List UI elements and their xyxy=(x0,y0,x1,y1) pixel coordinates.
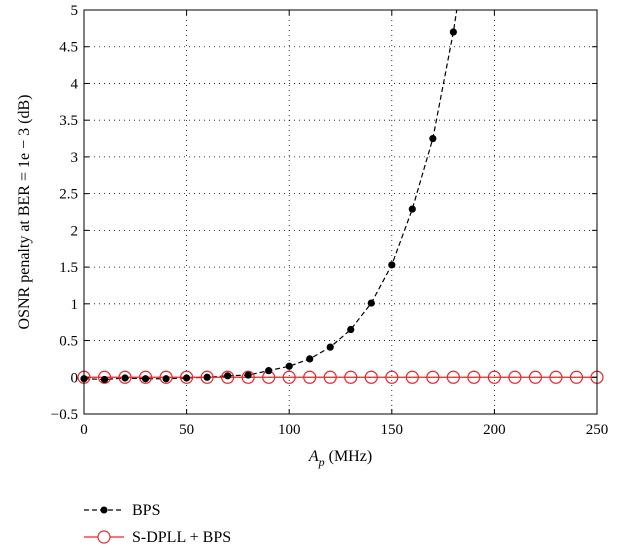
data-point-bps xyxy=(449,28,457,36)
data-point-sdpll xyxy=(180,370,194,384)
legend: BPS S-DPLL + BPS xyxy=(84,502,231,546)
y-axis-label: OSNR penalty at BER = 1e − 3 (dB) xyxy=(16,95,33,330)
data-point-bps xyxy=(162,375,170,383)
data-point-sdpll xyxy=(569,370,584,384)
data-point-sdpll xyxy=(344,370,358,384)
data-point-sdpll xyxy=(385,370,399,384)
y-tick-label: 0.5 xyxy=(59,334,78,350)
x-tick-label: 200 xyxy=(483,422,506,438)
y-tick-label: 5 xyxy=(71,3,79,19)
data-point-sdpll xyxy=(221,370,235,384)
data-point-sdpll xyxy=(118,370,132,384)
data-point-sdpll xyxy=(303,370,317,384)
data-point-bps xyxy=(306,355,314,363)
data-point-sdpll xyxy=(159,370,173,384)
data-point-bps xyxy=(121,374,129,382)
data-point-sdpll xyxy=(200,370,214,384)
x-axis-ticks: 0 50 100 150 200 250 xyxy=(80,10,608,438)
data-point-sdpll xyxy=(138,370,153,384)
data-point-sdpll xyxy=(446,370,460,384)
y-tick-label: 3.5 xyxy=(59,113,78,129)
y-tick-label: 3 xyxy=(71,150,79,166)
x-tick-label: 150 xyxy=(381,422,404,438)
data-point-bps xyxy=(183,374,191,382)
data-point-sdpll xyxy=(241,370,255,384)
legend-label-bps: BPS xyxy=(132,502,160,519)
data-point-sdpll xyxy=(426,370,440,384)
y-tick-label: 4 xyxy=(71,76,79,92)
series-line-bps xyxy=(84,10,458,381)
legend-marker-bps xyxy=(100,506,108,514)
data-point-sdpll xyxy=(405,370,419,384)
x-tick-label: 250 xyxy=(586,422,609,438)
legend-label-sdpll: S-DPLL + BPS xyxy=(132,529,231,546)
y-tick-label: 1.5 xyxy=(59,260,78,276)
data-point-bps xyxy=(429,134,437,143)
data-point-bps xyxy=(285,362,293,370)
data-point-bps xyxy=(347,325,355,334)
data-point-sdpll xyxy=(467,370,481,384)
data-point-bps xyxy=(388,261,396,269)
data-point-sdpll xyxy=(549,370,563,384)
y-tick-label: −0.5 xyxy=(51,407,78,423)
grid xyxy=(84,10,597,414)
data-point-bps xyxy=(265,367,273,375)
data-point-bps xyxy=(203,373,211,381)
data-point-sdpll xyxy=(528,370,543,384)
plot-frame xyxy=(83,9,598,415)
data-point-sdpll xyxy=(487,370,501,384)
legend-marker-sdpll xyxy=(97,530,111,544)
series-lines xyxy=(84,10,597,381)
data-point-sdpll xyxy=(508,370,522,384)
x-tick-label: 100 xyxy=(278,422,301,438)
y-tick-label: 1 xyxy=(71,297,79,313)
x-tick-label: 0 xyxy=(80,422,88,438)
legend-entry-bps: BPS xyxy=(84,502,160,519)
x-axis-label: Ap (MHz) xyxy=(308,448,372,469)
y-tick-label: 2 xyxy=(71,223,79,239)
data-point-sdpll xyxy=(364,370,378,384)
y-tick-label: 0 xyxy=(71,370,79,386)
data-point-bps xyxy=(408,205,416,213)
legend-entry-sdpll: S-DPLL + BPS xyxy=(84,529,231,546)
y-tick-label: 2.5 xyxy=(59,187,78,203)
data-point-sdpll xyxy=(97,370,112,384)
y-axis-ticks: −0.5 0 0.5 1 1.5 2 2.5 3 3.5 4 4.5 5 xyxy=(51,3,597,423)
series-markers xyxy=(77,28,604,384)
data-point-bps xyxy=(100,375,109,384)
data-point-sdpll xyxy=(323,370,337,384)
data-point-bps xyxy=(141,375,150,383)
x-tick-label: 50 xyxy=(179,422,194,438)
data-point-sdpll xyxy=(282,370,296,384)
data-point-bps xyxy=(244,371,252,379)
y-tick-label: 4.5 xyxy=(59,40,78,56)
data-point-bps xyxy=(224,372,232,380)
data-point-bps xyxy=(367,299,375,307)
data-point-bps xyxy=(326,343,334,351)
